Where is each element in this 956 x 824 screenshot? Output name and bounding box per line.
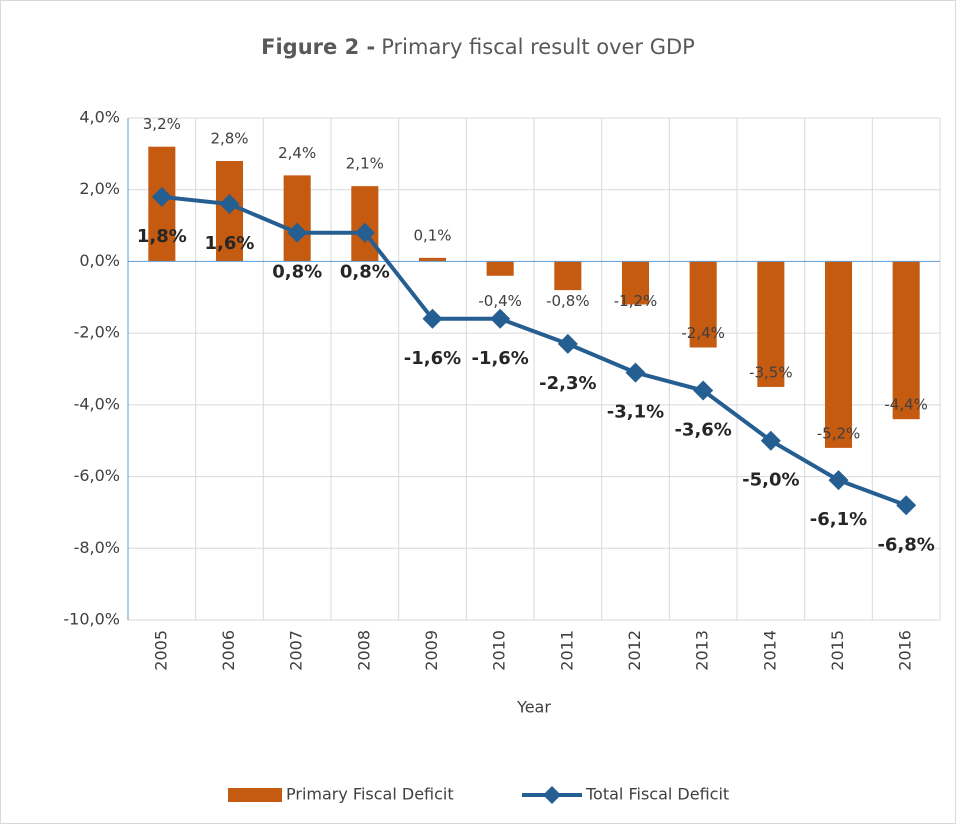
line-value-label: -6,8% <box>877 534 934 555</box>
line-value-label: -2,3% <box>539 373 596 394</box>
bar-value-label: -2,4% <box>681 324 725 342</box>
bar-value-label: -0,4% <box>478 292 522 310</box>
x-tick-label: 2016 <box>896 630 915 671</box>
line-value-label: 1,8% <box>137 226 187 247</box>
bar <box>554 261 582 291</box>
line-value-label: 0,8% <box>272 262 322 283</box>
line-marker <box>422 308 443 329</box>
x-tick-label: 2014 <box>760 630 779 671</box>
legend-swatch <box>228 788 282 802</box>
line-value-label: 0,8% <box>340 262 390 283</box>
bar-value-label: 2,1% <box>346 155 384 173</box>
x-tick-label: 2013 <box>693 630 712 671</box>
chart-title: Primary fiscal result over GDP <box>381 35 695 59</box>
line-marker <box>490 308 511 329</box>
line-value-label: -6,1% <box>810 509 867 530</box>
line-marker <box>287 222 308 243</box>
chart-title-group: Figure 2 - Primary fiscal result over GDP <box>261 35 695 59</box>
bar <box>486 261 514 276</box>
bar <box>418 257 447 262</box>
bar-value-label: 0,1% <box>413 226 451 244</box>
x-tick-label: 2009 <box>422 630 441 671</box>
bar-value-label: -1,2% <box>614 292 658 310</box>
bar <box>757 261 785 387</box>
line-value-label: -1,6% <box>471 348 528 369</box>
x-tick-label: 2008 <box>354 630 373 671</box>
bar <box>621 261 650 305</box>
legend-label: Primary Fiscal Deficit <box>286 785 454 804</box>
y-tick-label: -10,0% <box>63 610 120 629</box>
x-tick-label: 2005 <box>151 630 170 671</box>
chart-title-prefix: Figure 2 - <box>261 35 375 59</box>
y-tick-label: -2,0% <box>74 323 120 342</box>
line-marker <box>760 430 781 451</box>
x-tick-label: 2015 <box>828 630 847 671</box>
line-marker <box>219 194 240 215</box>
x-tick-label: 2012 <box>625 630 644 671</box>
y-tick-label: 0,0% <box>79 251 120 270</box>
x-tick-label: 2006 <box>219 630 238 671</box>
line-marker <box>557 333 578 354</box>
y-tick-label: 2,0% <box>79 179 120 198</box>
legend-marker <box>543 786 561 804</box>
y-tick-label: -4,0% <box>74 394 120 413</box>
line-marker <box>693 380 714 401</box>
line-marker <box>354 222 375 243</box>
y-tick-label: -6,0% <box>74 466 120 485</box>
bar-value-label: 2,8% <box>210 130 248 148</box>
bar-value-label: -3,5% <box>749 363 793 381</box>
y-tick-label: 4,0% <box>79 108 120 127</box>
bar-value-label: 2,4% <box>278 144 316 162</box>
line-value-label: -5,0% <box>742 470 799 491</box>
bar <box>892 261 920 420</box>
x-tick-label: 2007 <box>287 630 306 671</box>
bar-value-label: -4,4% <box>884 396 928 414</box>
y-tick-label: -8,0% <box>74 538 120 557</box>
line-value-label: 1,6% <box>205 233 255 254</box>
bar <box>283 175 311 262</box>
legend-label: Total Fiscal Deficit <box>585 785 729 804</box>
bar-value-label: -5,2% <box>817 424 861 442</box>
x-tick-label: 2010 <box>490 630 509 671</box>
line-value-label: -1,6% <box>404 348 461 369</box>
line-marker <box>151 186 172 207</box>
line-value-label: -3,6% <box>674 420 731 441</box>
line <box>161 194 907 508</box>
line-marker <box>625 362 646 383</box>
x-axis-title: Year <box>516 698 551 717</box>
bar-value-label: -0,8% <box>546 292 590 310</box>
line-marker <box>828 470 849 491</box>
x-tick-label: 2011 <box>557 630 576 671</box>
bar-value-label: 3,2% <box>143 115 181 133</box>
bar <box>824 261 853 448</box>
line-marker <box>896 495 917 516</box>
line-value-label: -3,1% <box>607 402 664 423</box>
bar <box>689 261 717 348</box>
